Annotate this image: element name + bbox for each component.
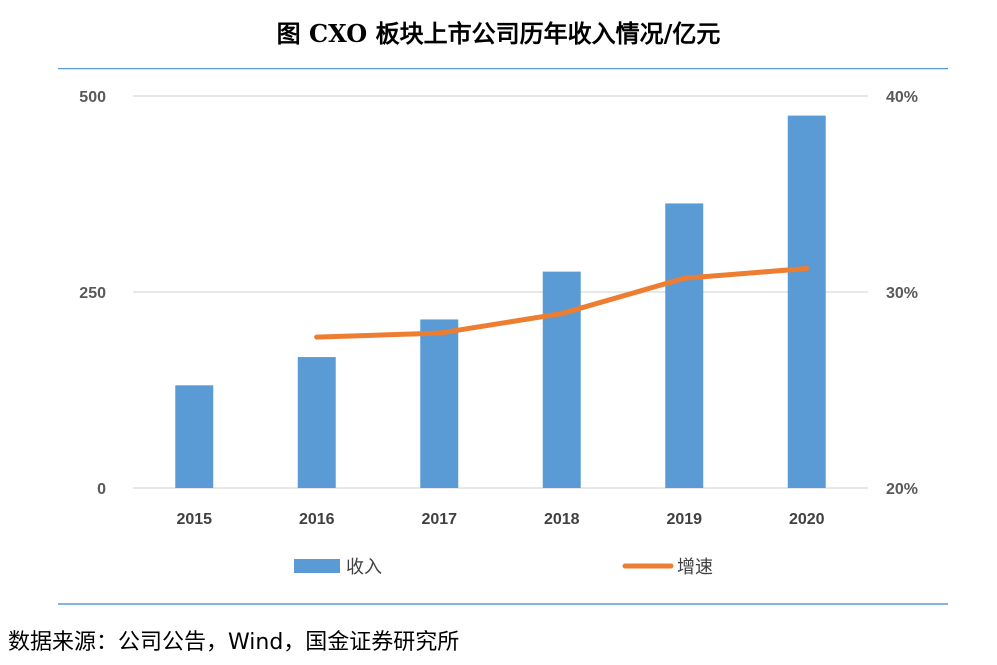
- growth-point-2017: [436, 330, 442, 336]
- bar-2015: [175, 385, 214, 488]
- y-right-tick-label: 30%: [886, 285, 918, 302]
- y-right-tick-label: 20%: [886, 481, 918, 498]
- bar-2020: [787, 115, 826, 488]
- chart-container: 0 250 500 20% 30% 40% 2015 2016 2017 2018 2019 2020…: [58, 67, 948, 605]
- x-tick-label: 2017: [421, 511, 457, 528]
- y-left-tick-label: 500: [79, 89, 106, 106]
- chart-svg: 0 250 500 20% 30% 40% 2015 2016 2017 2018 2019 2020…: [58, 67, 948, 605]
- growth-point-2016: [314, 334, 320, 340]
- y-left-tick-label: 250: [79, 285, 106, 302]
- x-tick-label: 2016: [299, 511, 335, 528]
- legend-bar-label: 收入: [346, 557, 382, 577]
- bar-2018: [542, 271, 581, 488]
- bar-2017: [420, 319, 459, 488]
- legend-line-label: 增速: [677, 557, 713, 577]
- chart-title: 图 CXO 板块上市公司历年收入情况/亿元: [276, 19, 721, 48]
- x-tick-label: 2018: [544, 511, 580, 528]
- growth-point-2018: [559, 311, 565, 317]
- x-tick-label: 2019: [666, 511, 702, 528]
- bar-2016: [297, 357, 336, 488]
- y-left-tick-label: 0: [97, 481, 106, 498]
- legend-bar-swatch: [294, 559, 340, 573]
- y-right-tick-label: 40%: [886, 89, 918, 106]
- growth-point-2019: [681, 275, 687, 281]
- bar-2019: [665, 203, 704, 488]
- growth-point-2020: [804, 265, 810, 271]
- source-note: 数据来源：公司公告，Wind，国金证券研究所: [8, 630, 460, 655]
- x-tick-label: 2020: [789, 511, 825, 528]
- x-tick-label: 2015: [176, 511, 212, 528]
